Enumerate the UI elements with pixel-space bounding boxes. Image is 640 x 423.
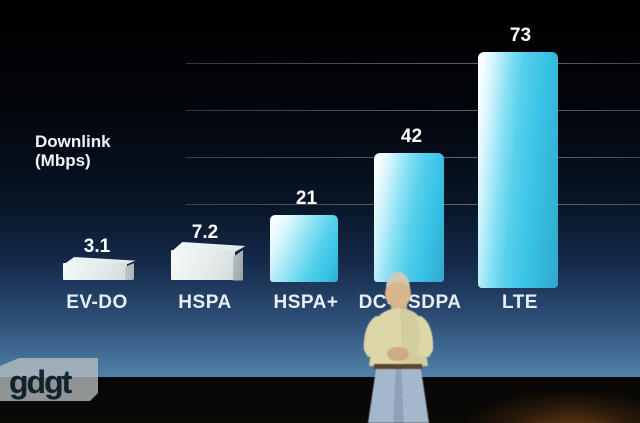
svg-text:gdgt: gdgt [9, 364, 73, 400]
